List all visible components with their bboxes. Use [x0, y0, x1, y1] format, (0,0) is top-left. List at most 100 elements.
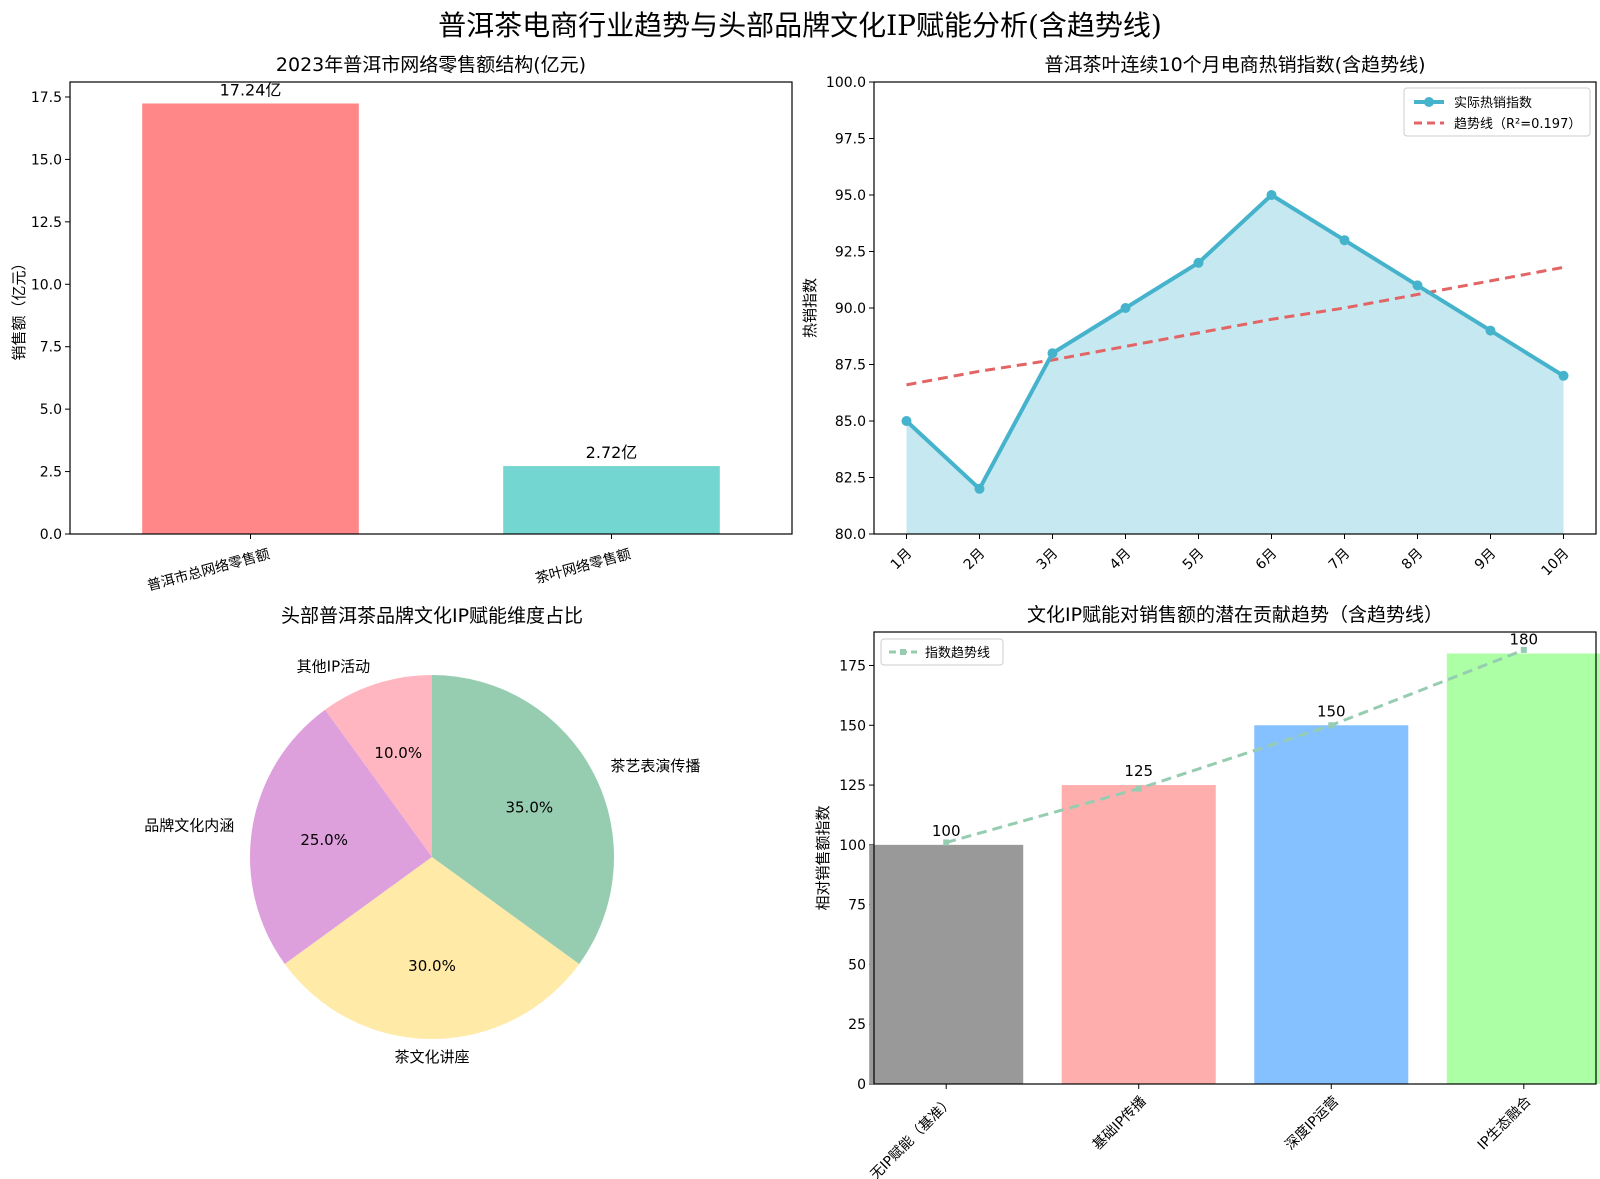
- chart4-value-label: 150: [1317, 702, 1346, 720]
- chart4-ytick-label: 75: [848, 898, 866, 914]
- chart3-slice-label: 其他IP活动: [297, 658, 370, 676]
- chart4-ytick-label: 25: [848, 1017, 866, 1033]
- chart4-bar: [1254, 725, 1409, 1084]
- chart4-trend-marker: [943, 839, 950, 846]
- chart2-xtick-label: 6月: [1253, 546, 1281, 574]
- chart3-pct-label: 35.0%: [505, 798, 553, 816]
- chart2-legend-label: 实际热销指数: [1454, 96, 1532, 111]
- chart1-ytick-label: 0.0: [40, 527, 62, 543]
- chart2-point: [974, 483, 985, 494]
- chart4-trend-marker: [1328, 722, 1335, 729]
- chart2-area-fill: [906, 195, 1564, 534]
- chart2-xtick-label: 3月: [1034, 546, 1062, 574]
- chart2-point: [1558, 370, 1569, 381]
- chart1-ytick-label: 5.0: [40, 402, 62, 418]
- chart2-ytick-label: 85.0: [835, 414, 866, 430]
- chart3-pct-label: 30.0%: [408, 957, 456, 975]
- chart2-xtick-label: 2月: [961, 546, 989, 574]
- chart3-slice: [250, 709, 432, 964]
- chart2-point: [1120, 303, 1131, 313]
- chart4-xtick-label: 深度IP运营: [1282, 1094, 1342, 1154]
- chart4-xtick-label: 无IP赋能（基准）: [867, 1093, 957, 1179]
- chart4-ytick-label: 50: [848, 957, 866, 973]
- chart2-ylabel: 热销指数: [801, 278, 819, 338]
- chart4-trend-marker: [1520, 646, 1527, 653]
- chart1-ytick-label: 12.5: [31, 215, 62, 231]
- chart2-legend-label: 趋势线（R²=0.197）: [1454, 116, 1581, 132]
- chart1-ytick-label: 15.0: [31, 152, 62, 168]
- chart4-title: 文化IP赋能对销售额的潜在贡献趋势（含趋势线）: [1027, 604, 1443, 626]
- chart3-pct-label: 10.0%: [374, 744, 422, 762]
- chart2-point: [1412, 280, 1423, 291]
- chart2-xtick-label: 10月: [1539, 546, 1573, 580]
- chart1-ytick-label: 2.5: [40, 465, 62, 481]
- chart4-value-label: 100: [932, 822, 961, 840]
- chart4-ytick-label: 125: [839, 778, 866, 794]
- chart1-ytick-label: 10.0: [31, 277, 62, 293]
- chart2-xtick-label: 4月: [1107, 546, 1135, 574]
- chart1-xtick-label: 茶叶网络零售额: [534, 546, 633, 587]
- chart1-ylabel: 销售额（亿元）: [10, 255, 28, 360]
- chart4-bar: [1446, 653, 1600, 1084]
- chart2-point: [1266, 190, 1277, 200]
- chart1-frame: [69, 81, 793, 535]
- chart2-point: [1047, 348, 1058, 359]
- chart4-xtick-label: 基础IP传播: [1089, 1093, 1150, 1154]
- chart4-trend-line: [945, 648, 1525, 844]
- chart4-ytick-label: 100: [839, 838, 866, 854]
- chart4-bar: [1061, 785, 1216, 1084]
- chart4-ytick-label: 175: [839, 658, 866, 674]
- chart2-series-line: [905, 192, 1565, 493]
- chart1-value-label: 2.72亿: [586, 443, 638, 462]
- figure-title: 普洱茶电商行业趋势与头部品牌文化IP赋能分析(含趋势线): [438, 9, 1162, 42]
- chart1-ytick-label: 17.5: [31, 90, 62, 106]
- chart3-title: 头部普洱茶品牌文化IP赋能维度占比: [281, 605, 583, 627]
- chart4-ylabel: 相对销售额指数: [814, 805, 832, 910]
- chart3-slice: [432, 675, 614, 964]
- chart3-slice-label: 茶艺表演传播: [610, 757, 700, 775]
- chart2-legend-marker: [1424, 97, 1434, 107]
- chart4-ytick-label: 0: [857, 1077, 866, 1093]
- chart4-xtick-label: IP生态融合: [1475, 1094, 1535, 1154]
- chart1-bar: [142, 103, 359, 534]
- chart4-bar: [869, 844, 1024, 1084]
- chart2-ytick-label: 97.5: [835, 132, 866, 148]
- chart2-ytick-label: 82.5: [835, 471, 866, 487]
- chart3-slice-label: 品牌文化内涵: [144, 817, 234, 835]
- chart4-value-label: 180: [1509, 631, 1538, 649]
- chart4-value-label: 125: [1124, 762, 1153, 780]
- chart2-title: 普洱茶叶连续10个月电商热销指数(含趋势线): [1044, 54, 1425, 76]
- chart2-ytick-label: 100.0: [826, 75, 866, 91]
- chart2-xtick-label: 7月: [1326, 546, 1354, 574]
- chart3-slice-label: 茶文化讲座: [394, 1048, 469, 1066]
- chart4-legend-label: 指数趋势线: [925, 645, 990, 661]
- chart2-xtick-label: 1月: [888, 546, 916, 574]
- chart1-bar: [503, 466, 720, 534]
- chart1-title: 2023年普洱市网络零售额结构(亿元): [276, 54, 586, 76]
- chart3-pct-label: 25.0%: [300, 831, 348, 849]
- chart3-slice: [325, 675, 432, 857]
- chart4-legend: [880, 638, 1004, 666]
- chart2-ytick-label: 80.0: [835, 527, 866, 543]
- chart3-slice: [284, 857, 580, 1039]
- chart4-ytick-label: 150: [839, 718, 866, 734]
- chart2-ytick-label: 87.5: [835, 358, 866, 374]
- chart2-xtick-label: 5月: [1180, 546, 1208, 574]
- chart1-value-label: 17.24亿: [220, 80, 282, 99]
- chart2-legend: [1403, 87, 1591, 137]
- chart2-point: [1339, 235, 1350, 246]
- chart2-ytick-label: 95.0: [835, 188, 866, 204]
- chart2-ytick-label: 90.0: [835, 301, 866, 317]
- chart2-point: [901, 416, 912, 426]
- chart1-ytick-label: 7.5: [40, 340, 62, 356]
- chart2-point: [1485, 325, 1496, 336]
- chart2-frame: [873, 81, 1597, 535]
- chart4-trend-marker: [1135, 785, 1142, 792]
- chart1-xtick-label: 普洱市总网络零售额: [145, 545, 271, 594]
- chart4-frame: [873, 631, 1597, 1085]
- chart2-point: [1193, 257, 1204, 268]
- chart4-legend-marker: [900, 649, 906, 655]
- chart2-xtick-label: 9月: [1472, 546, 1500, 574]
- chart2-ytick-label: 92.5: [835, 245, 866, 261]
